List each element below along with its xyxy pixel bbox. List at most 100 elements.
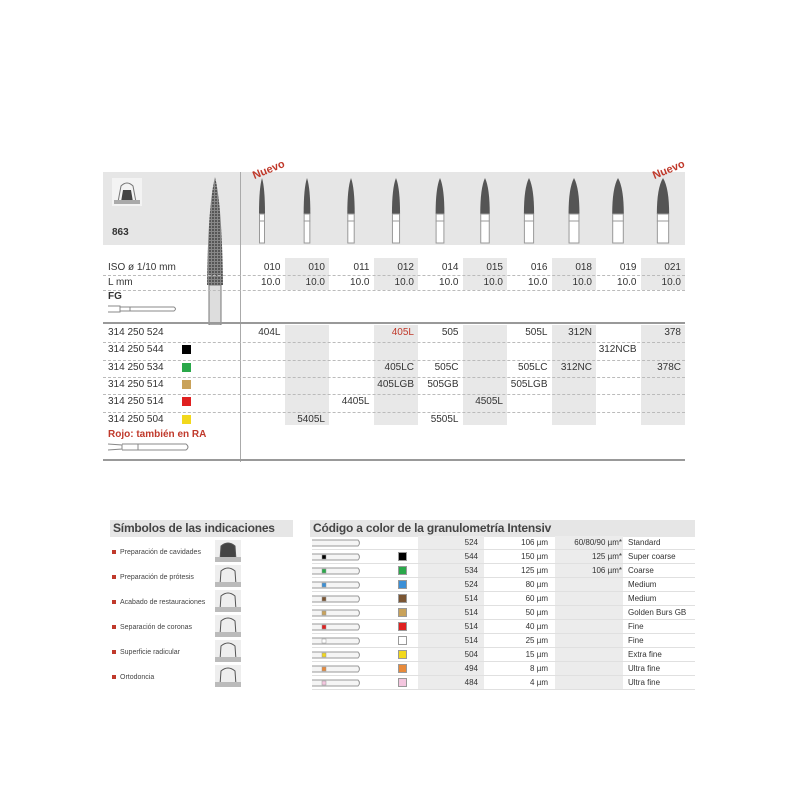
grit-size: 50 µm <box>525 608 548 617</box>
product-ref[interactable]: 405LGB <box>377 378 414 390</box>
column-shading <box>551 325 596 425</box>
column-shading <box>555 536 623 690</box>
grit-code: 524 <box>464 580 478 589</box>
grit-alt-size: 106 µm* <box>592 566 622 575</box>
iso-value: 010 <box>308 262 325 273</box>
product-ref[interactable]: 378C <box>657 361 681 373</box>
indication-item: Preparación de cavidades <box>112 549 201 556</box>
bur-image <box>259 178 266 244</box>
indication-label: Acabado de restauraciones <box>120 599 206 606</box>
grit-label: Ultra fine <box>628 664 661 673</box>
shank-icon <box>312 581 360 589</box>
grit-size: 8 µm <box>530 664 548 673</box>
product-ref[interactable]: 405LC <box>384 361 414 373</box>
indication-label: Preparación de cavidades <box>120 549 201 556</box>
grit-label: Extra fine <box>628 650 662 659</box>
product-ref[interactable]: 312N <box>568 327 592 338</box>
product-ref[interactable]: 4505L <box>475 396 503 408</box>
grit-code: 544 <box>464 552 478 561</box>
length-value: 10.0 <box>661 277 681 288</box>
column-shading <box>551 258 596 290</box>
grit-size: 4 µm <box>530 678 548 687</box>
grit-size: 60 µm <box>525 594 548 603</box>
grit-color-swatch <box>398 622 407 631</box>
column-shading <box>640 325 685 425</box>
iso-value: 019 <box>619 262 637 273</box>
product-ref[interactable]: 312NCB <box>598 344 637 356</box>
product-ref[interactable]: 4405L <box>341 396 370 408</box>
bur-image <box>303 178 311 244</box>
indication-label: Ortodoncia <box>120 674 155 681</box>
indication-label: Separación de coronas <box>120 624 192 631</box>
length-value: 10.0 <box>439 277 459 288</box>
product-ref[interactable]: 5405L <box>297 413 325 425</box>
grit-color-swatch <box>182 379 191 389</box>
column-shading <box>418 536 484 690</box>
indications-title: Símbolos de las indicaciones <box>110 520 293 537</box>
bur-image <box>480 178 490 244</box>
grit-label: Standard <box>628 538 661 547</box>
iso-value: 010 <box>263 262 281 273</box>
shank-icon <box>312 595 360 603</box>
column-shading <box>284 325 329 425</box>
indication-item: Acabado de restauraciones <box>112 599 205 606</box>
iso-value: 014 <box>441 262 459 273</box>
grit-row: 484 4 µm Ultra fine <box>312 676 695 690</box>
iso-value: 021 <box>664 262 681 273</box>
length-value: 10.0 <box>483 277 503 288</box>
grit-color-swatch <box>398 664 407 673</box>
grit-color-swatch <box>398 650 407 659</box>
grit-size: 40 µm <box>525 622 548 631</box>
product-ref[interactable]: 505GB <box>427 378 459 390</box>
column-shading <box>284 258 329 290</box>
model-number: 863 <box>112 227 129 238</box>
indication-label: Superficie radicular <box>120 649 180 656</box>
article-code: 314 250 524 <box>108 327 164 338</box>
shank-icon <box>312 665 360 673</box>
shank-icon <box>312 567 360 575</box>
grit-code: 484 <box>464 678 478 687</box>
product-ref[interactable]: 505LC <box>518 361 548 373</box>
grit-size: 25 µm <box>525 636 548 645</box>
article-code: 314 250 544 <box>108 344 164 356</box>
product-ref[interactable]: 404L <box>258 327 281 338</box>
grit-label: Coarse <box>628 566 654 575</box>
product-ref[interactable]: 505 <box>441 327 459 338</box>
column-shading <box>462 325 507 425</box>
product-ref[interactable]: 505C <box>434 361 459 373</box>
grit-row: 504 15 µm Extra fine <box>312 648 695 662</box>
grit-row: 514 60 µm Medium <box>312 592 695 606</box>
grit-code: 534 <box>464 566 478 575</box>
grit-color-swatch <box>398 678 407 687</box>
shank-icon <box>312 623 360 631</box>
product-ref[interactable]: 312NC <box>560 361 592 373</box>
length-value: 10.0 <box>350 277 370 288</box>
ra-shank-icon <box>108 443 189 451</box>
shank-icon <box>312 553 360 561</box>
iso-value: 015 <box>486 262 503 273</box>
root-surface-icon <box>215 640 241 662</box>
bur-image <box>391 178 400 244</box>
product-ref[interactable]: 505L <box>525 327 548 338</box>
cavity-icon <box>215 540 241 562</box>
grit-color-swatch <box>182 397 191 407</box>
fg-label: FG <box>108 291 122 302</box>
fg-shank-icon <box>108 305 176 313</box>
product-ref[interactable]: 505LGB <box>510 378 548 390</box>
bur-image <box>347 178 355 244</box>
indication-item: Preparación de prótesis <box>112 574 194 581</box>
product-ref[interactable]: 405L <box>391 327 414 338</box>
indication-item: Separación de coronas <box>112 624 192 631</box>
length-value: 10.0 <box>305 277 325 288</box>
grit-label: Golden Burs GB <box>628 608 687 617</box>
iso-value: 011 <box>353 262 370 273</box>
product-ref[interactable]: 5505L <box>430 413 459 425</box>
product-ref[interactable]: 378 <box>664 327 681 338</box>
bur-image <box>612 178 625 244</box>
article-code: 314 250 514 <box>108 396 164 408</box>
grit-label: Fine <box>628 622 644 631</box>
divider <box>103 459 685 461</box>
grit-size: 106 µm <box>521 538 548 547</box>
grit-code: 514 <box>464 594 478 603</box>
grit-row: 524 106 µm 60/80/90 µm* Standard <box>312 536 695 550</box>
